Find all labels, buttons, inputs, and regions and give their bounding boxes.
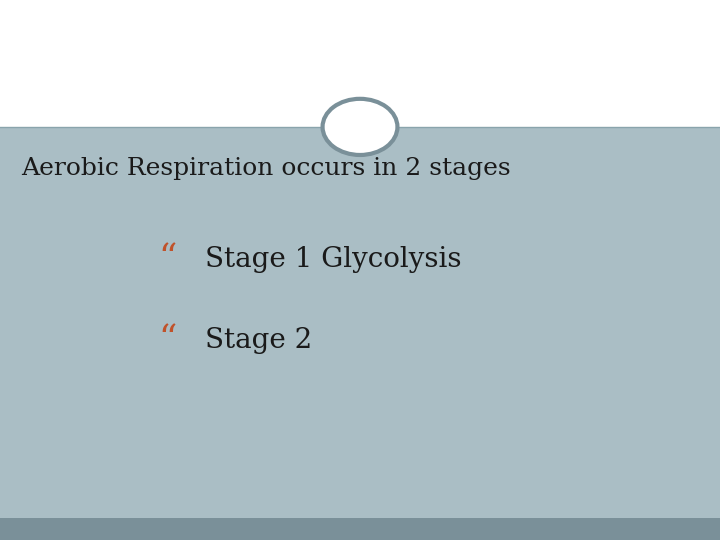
FancyBboxPatch shape — [0, 0, 720, 127]
Text: Stage 2: Stage 2 — [205, 327, 312, 354]
FancyBboxPatch shape — [0, 518, 720, 540]
Text: “: “ — [158, 323, 177, 357]
Text: Stage 1 Glycolysis: Stage 1 Glycolysis — [205, 246, 462, 273]
Text: Aerobic Respiration occurs in 2 stages: Aerobic Respiration occurs in 2 stages — [22, 157, 511, 180]
FancyBboxPatch shape — [0, 127, 720, 518]
Text: “: “ — [158, 242, 177, 276]
Circle shape — [323, 99, 397, 155]
